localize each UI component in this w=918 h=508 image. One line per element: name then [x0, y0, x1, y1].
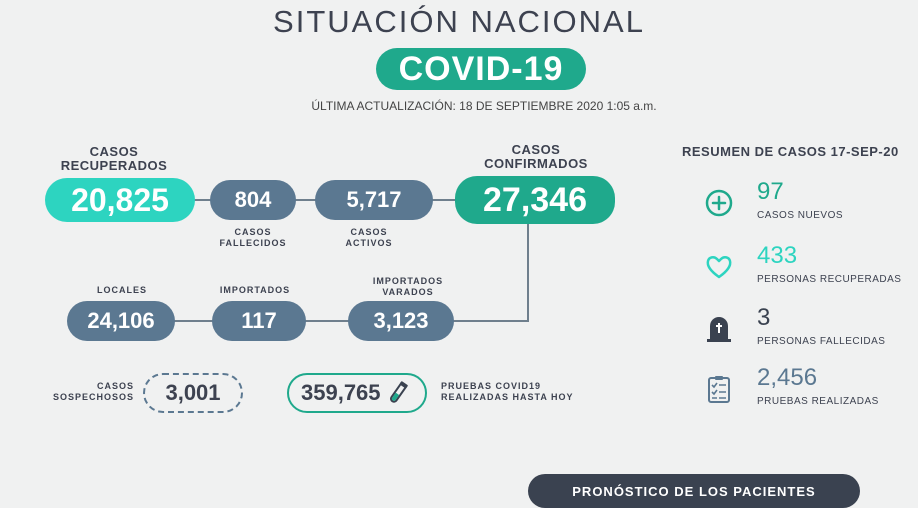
pruebas-value: 359,765 [301, 380, 381, 405]
locales-value: 24,106 [67, 301, 175, 341]
varados-label: IMPORTADOS VARADOS [372, 276, 444, 297]
pruebas-value-box: 359,765 [287, 373, 427, 413]
confirmados-value: 27,346 [455, 176, 615, 224]
fallecidas-value: 3 [757, 304, 771, 331]
connector-line [527, 222, 529, 321]
varados-value: 3,123 [348, 301, 454, 341]
summary-title: RESUMEN DE CASOS 17-SEP-20 [682, 144, 899, 159]
nuevos-label: CASOS NUEVOS [757, 210, 844, 221]
importados-value: 117 [212, 301, 306, 341]
recuperados-label: CASOS RECUPERADOS [60, 144, 168, 173]
covid-badge: COVID-19 [376, 48, 586, 90]
sospechosos-label: CASOS SOSPECHOSOS [52, 381, 134, 402]
clipboard-checklist-icon [708, 376, 730, 403]
test-tube-icon [389, 381, 408, 403]
pruebas-realizadas-value: 2,456 [757, 364, 818, 391]
last-update: ÚLTIMA ACTUALIZACIÓN: 18 DE SEPTIEMBRE 2… [311, 99, 657, 113]
pruebas-realizadas-label: PRUEBAS REALIZADAS [757, 396, 879, 407]
nuevos-value: 97 [757, 178, 784, 205]
sospechosos-value: 3,001 [143, 373, 243, 413]
recuperadas-value: 433 [757, 242, 798, 269]
fallecidos-value: 804 [210, 180, 296, 220]
recuperados-value: 20,825 [45, 178, 195, 222]
pruebas-label: PRUEBAS COVID19 REALIZADAS HASTA HOY [441, 381, 574, 402]
fallecidos-label: CASOS FALLECIDOS [219, 227, 287, 248]
activos-label: CASOS ACTIVOS [345, 227, 393, 248]
locales-label: LOCALES [96, 285, 147, 295]
confirmados-label: CASOS CONFIRMADOS [484, 142, 588, 171]
importados-label: IMPORTADOS [219, 285, 291, 295]
heart-icon [706, 256, 732, 279]
activos-value: 5,717 [315, 180, 433, 220]
plus-circle-icon [705, 189, 733, 217]
recuperadas-label: PERSONAS RECUPERADAS [757, 274, 902, 285]
page-title: SITUACIÓN NACIONAL [273, 4, 645, 39]
tombstone-icon [707, 317, 731, 342]
fallecidas-label: PERSONAS FALLECIDAS [757, 336, 886, 347]
pronostico-button[interactable]: PRONÓSTICO DE LOS PACIENTES [528, 474, 860, 508]
